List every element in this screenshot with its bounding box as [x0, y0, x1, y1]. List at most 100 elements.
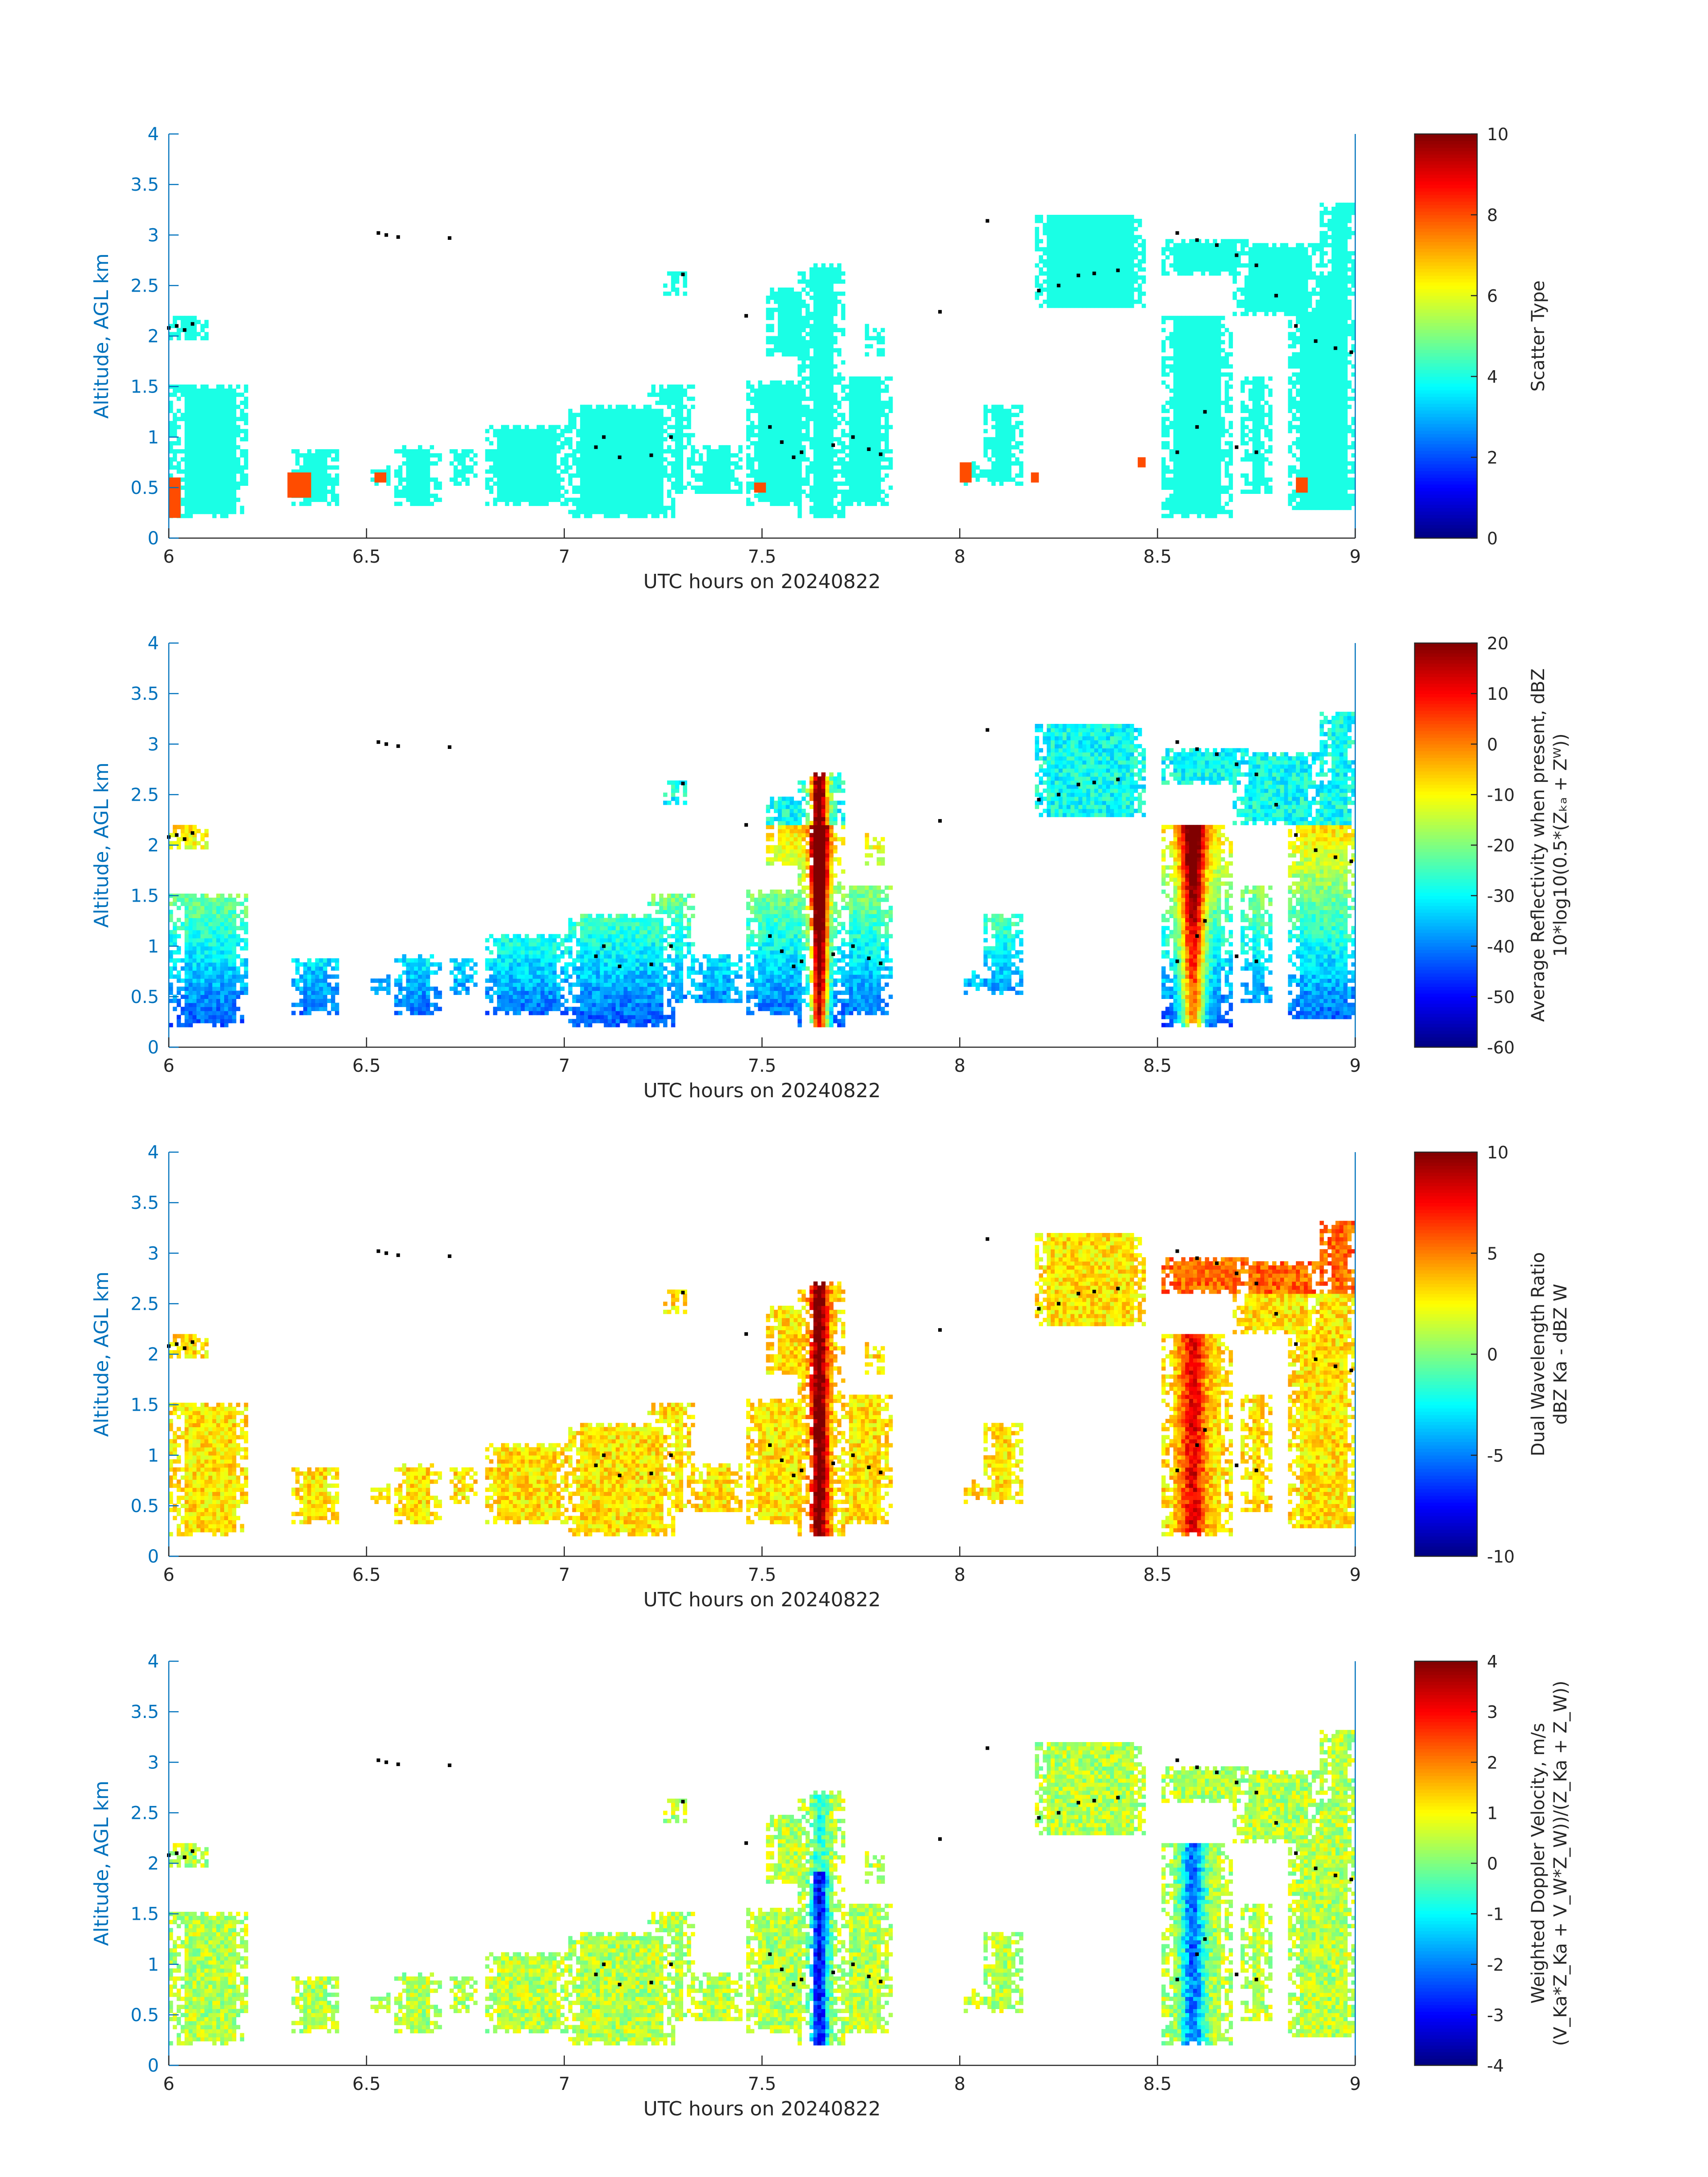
- heatmap-cell: [793, 461, 798, 466]
- heatmap-cell: [1177, 502, 1182, 506]
- heatmap-cell: [1181, 243, 1186, 247]
- heatmap-cell: [1098, 292, 1102, 296]
- heatmap-cell: [1039, 284, 1044, 288]
- heatmap-cell: [718, 477, 723, 482]
- heatmap-cell: [232, 489, 237, 494]
- heatmap-cell: [1047, 231, 1051, 235]
- heatmap-cell: [643, 485, 648, 490]
- heatmap-cell: [869, 409, 873, 413]
- heatmap-cell: [845, 498, 850, 502]
- heatmap-cell: [877, 389, 881, 393]
- heatmap-cell: [1102, 296, 1107, 300]
- heatmap-cell: [240, 453, 244, 458]
- heatmap-cell: [671, 514, 676, 518]
- heatmap-cell: [818, 336, 822, 341]
- heatmap-cell: [735, 489, 739, 494]
- heatmap-cell: [533, 494, 537, 498]
- heatmap-cell: [651, 514, 656, 518]
- heatmap-cell: [1070, 223, 1075, 227]
- heatmap-cell: [881, 433, 885, 438]
- heatmap-cell: [1019, 405, 1023, 409]
- heatmap-cell: [991, 413, 996, 417]
- heatmap-cell: [829, 344, 834, 349]
- heatmap-cell: [596, 413, 601, 417]
- heatmap-cell: [1007, 425, 1012, 430]
- heatmap-cell: [1185, 255, 1190, 260]
- heatmap-cell: [627, 413, 632, 417]
- heatmap-cell: [209, 510, 213, 514]
- heatmap-cell: [825, 473, 830, 478]
- heatmap-cell: [675, 429, 680, 434]
- heatmap-cell: [1201, 441, 1206, 446]
- heatmap-cell: [798, 389, 802, 393]
- heatmap-cell: [192, 441, 197, 446]
- heatmap-cell: [505, 449, 509, 454]
- heatmap-cell: [173, 421, 177, 426]
- heatmap-cell: [865, 389, 869, 393]
- heatmap-cell: [837, 413, 842, 417]
- heatmap-cell: [240, 473, 244, 478]
- heatmap-cell: [821, 336, 826, 341]
- heatmap-cell: [889, 397, 893, 401]
- heatmap-cell: [410, 461, 414, 466]
- heatmap-cell: [232, 421, 237, 426]
- heatmap-cell: [1078, 267, 1083, 272]
- heatmap-cell: [790, 384, 794, 389]
- heatmap-cell: [1067, 243, 1071, 247]
- heatmap-cell: [580, 473, 585, 478]
- heatmap-cell: [525, 433, 529, 438]
- heatmap-cell: [818, 284, 822, 288]
- heatmap-cell: [766, 469, 770, 474]
- heatmap-cell: [592, 425, 597, 430]
- heatmap-cell: [647, 441, 652, 446]
- heatmap-cell: [873, 429, 877, 434]
- heatmap-cell: [1126, 231, 1130, 235]
- heatmap-cell: [1019, 473, 1023, 478]
- heatmap-cell: [604, 514, 608, 518]
- heatmap-cell: [240, 409, 244, 413]
- heatmap-cell: [782, 417, 786, 422]
- heatmap-cell: [1051, 243, 1055, 247]
- heatmap-cell: [659, 510, 664, 514]
- heatmap-cell: [746, 457, 751, 462]
- heatmap-cell: [192, 336, 197, 341]
- heatmap-cell: [402, 445, 407, 450]
- heatmap-cell: [865, 384, 869, 389]
- heatmap-cell: [1173, 441, 1178, 446]
- heatmap-cell: [616, 494, 620, 498]
- heatmap-cell: [537, 473, 541, 478]
- heatmap-cell: [635, 481, 640, 486]
- heatmap-cell: [212, 413, 217, 417]
- heatmap-cell: [572, 502, 576, 506]
- heatmap-cell: [984, 413, 988, 417]
- heatmap-cell: [810, 510, 814, 514]
- heatmap-cell: [718, 457, 723, 462]
- heatmap-cell: [1070, 219, 1075, 223]
- heatmap-cell: [493, 498, 497, 502]
- heatmap-cell: [580, 445, 585, 450]
- heatmap-cell: [1197, 336, 1202, 341]
- heatmap-cell: [1055, 223, 1059, 227]
- heatmap-cell: [1122, 300, 1127, 304]
- heatmap-cell: [1165, 498, 1170, 502]
- heatmap-cell: [1047, 267, 1051, 272]
- heatmap-cell: [778, 340, 782, 345]
- heatmap-cell: [525, 485, 529, 490]
- heatmap-cell: [671, 461, 676, 466]
- heatmap-cell: [220, 449, 225, 454]
- heatmap-cell: [651, 429, 656, 434]
- heatmap-cell: [770, 380, 774, 385]
- heatmap-cell: [1102, 288, 1107, 292]
- heatmap-cell: [774, 389, 778, 393]
- heatmap-cell: [169, 425, 173, 430]
- heatmap-cell: [580, 461, 585, 466]
- heatmap-cell: [683, 405, 687, 409]
- heatmap-cell: [778, 348, 782, 353]
- heatmap-cell: [857, 389, 861, 393]
- heatmap-cell: [580, 417, 585, 422]
- heatmap-cell: [612, 437, 616, 442]
- heatmap-cell: [837, 441, 842, 446]
- heatmap-cell: [200, 489, 205, 494]
- heatmap-cell: [1169, 356, 1174, 361]
- heatmap-cell: [1082, 267, 1087, 272]
